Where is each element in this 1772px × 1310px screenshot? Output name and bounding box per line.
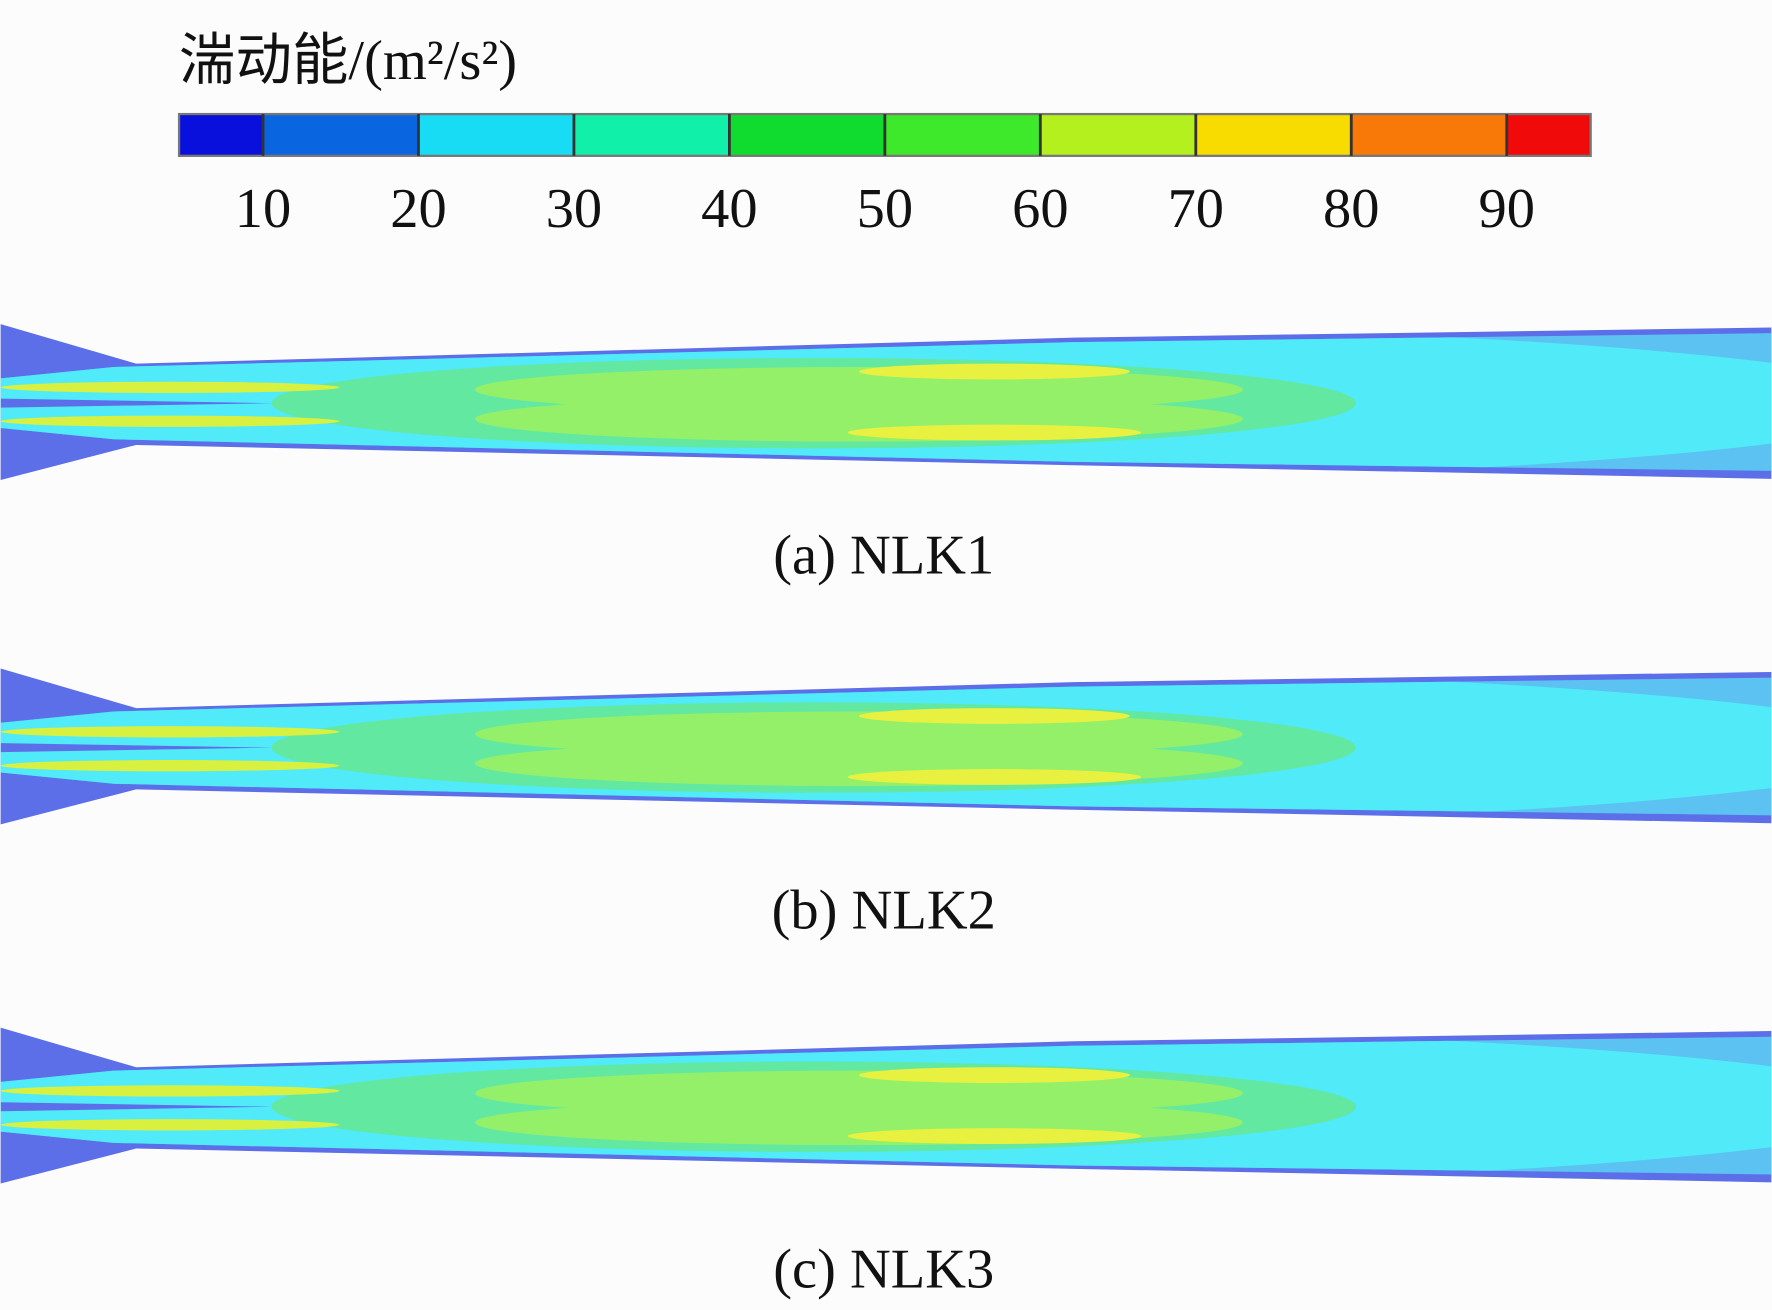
color-band [573,114,730,156]
color-band [1351,114,1507,156]
color-band [1040,114,1196,156]
color-band [179,114,264,156]
tick-label: 90 [1479,178,1535,240]
color-band [418,114,574,156]
tick-label: 70 [1168,178,1224,240]
color-band [1506,114,1591,156]
tick-label: 80 [1323,178,1379,240]
color-band [1195,114,1352,156]
color-band [263,114,419,156]
panel-caption: (c) NLK3 [773,1238,994,1300]
color-band [884,114,1041,156]
tick-label: 60 [1012,178,1068,240]
contour-plot [0,1025,1772,1188]
panel-caption: (a) NLK1 [773,525,994,587]
tick-label: 10 [235,178,291,240]
tick-label: 40 [701,178,757,240]
panel-caption: (b) NLK2 [772,879,996,941]
tick-label: 30 [546,178,602,240]
contour-plot [0,666,1772,829]
contour-plot [0,322,1772,485]
colorbar: 10 20 30 40 50 60 70 80 90 [177,112,1592,240]
panels: (a) NLK1 (b) NLK2 (c) NLK3 [0,322,1772,1300]
tick-label: 50 [857,178,913,240]
tick-label: 20 [390,178,446,240]
colorbar-title: 湍动能/(m²/s²) [179,30,517,92]
color-band [729,114,885,156]
